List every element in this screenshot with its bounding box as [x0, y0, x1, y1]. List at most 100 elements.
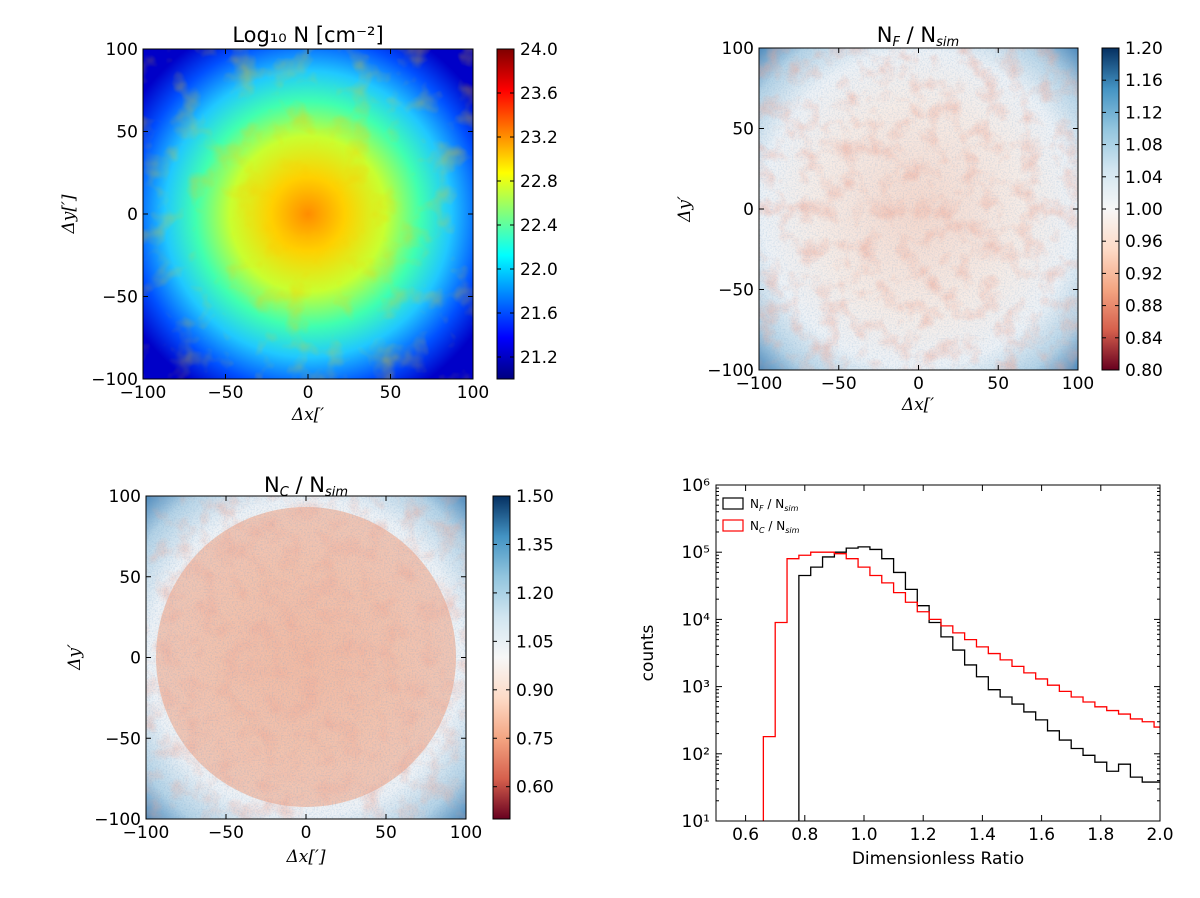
ytick-label: 0 [130, 649, 141, 669]
legend-label-nf: NF / Nsim [750, 497, 799, 513]
ytick-label: −100 [91, 370, 138, 390]
panel-nc-ratio: NC / Nsim Δx[′] Δy′ −100 −50 0 50 100 −100 −50… [65, 473, 554, 867]
colorbar-tick-label: 0.92 [1125, 264, 1163, 284]
legend-swatch-nf [722, 497, 744, 510]
colorbar-tick-label: 1.16 [1125, 71, 1163, 91]
colorbar-tick-label: 1.04 [1125, 168, 1163, 188]
colorbar-tick-label: 0.90 [516, 681, 554, 701]
heatmap-c-xlabel: Δx[′] [286, 847, 326, 867]
heatmap-a-texture [143, 49, 473, 379]
panel-histogram: 0.6 0.8 1.0 1.2 1.4 1.6 1.8 2.0 10¹ 10² 10³ 10⁴ 10⁵ 1… [638, 476, 1174, 869]
hist-ytick-label: 10⁵ [682, 543, 710, 563]
heatmap-a-ylabel: Δy[′] [59, 194, 79, 234]
xtick-label: 100 [457, 383, 489, 403]
histogram-series-nc [762, 551, 1160, 821]
xtick-label: 100 [1062, 374, 1094, 394]
colorbar-tick-label: 0.80 [1125, 361, 1163, 381]
colorbar-tick-label: 0.96 [1125, 232, 1163, 252]
colorbar-tick-label: 1.50 [516, 487, 554, 507]
colorbar-tick-label: 23.6 [520, 84, 558, 104]
colorbar-tick-label: 22.0 [520, 260, 558, 280]
xtick-label: −100 [736, 374, 783, 394]
legend-label-nc: NC / Nsim [750, 519, 800, 535]
xtick-label: 50 [987, 374, 1009, 394]
heatmap-c-title: NC / Nsim [264, 473, 348, 500]
colorbar-tick-label: 1.20 [1125, 39, 1163, 59]
heatmap-a-ticks: −100 −50 0 50 100 −100 −50 0 50 100 [91, 40, 489, 403]
heatmap-b-xlabel: Δx[′ [901, 395, 934, 415]
colorbar-tick-label: 1.35 [516, 535, 554, 555]
hist-xtick-label: 0.8 [791, 825, 818, 845]
heatmap-c-ylabel: Δy′ [65, 644, 85, 671]
colorbar-tick-label: 0.75 [516, 729, 554, 749]
ytick-label: 0 [127, 205, 138, 225]
ytick-label: −100 [94, 810, 141, 830]
colorbar-tick-label: 0.84 [1125, 329, 1163, 349]
colorbar-tick-label: 22.8 [520, 172, 558, 192]
ytick-label: 50 [119, 568, 141, 588]
colorbar-tick-label: 23.2 [520, 128, 558, 148]
xtick-label: 0 [303, 383, 314, 403]
colorbar-b-ticks: 0.80 0.84 0.88 0.92 0.96 1.00 1.04 1.08 1.12 1.16… [1102, 39, 1163, 381]
colorbar-tick-label: 1.12 [1125, 103, 1163, 123]
colorbar-tick-label: 21.6 [520, 304, 558, 324]
heatmap-b-blue-noise [759, 48, 1078, 370]
heatmap-b-title: NF / Nsim [877, 23, 959, 50]
xtick-label: 0 [301, 823, 312, 843]
heatmap-c-blue-noise [146, 496, 466, 819]
hist-xtick-label: 1.8 [1087, 825, 1114, 845]
hist-xtick-label: 1.6 [1028, 825, 1055, 845]
colorbar-c [492, 495, 511, 820]
hist-ytick-label: 10³ [682, 678, 710, 698]
ytick-label: −50 [718, 281, 754, 301]
ytick-label: 50 [116, 123, 138, 143]
legend-swatch-nc [722, 519, 744, 532]
hist-xtick-label: 0.6 [732, 825, 759, 845]
xtick-label: −50 [821, 374, 857, 394]
colorbar-a-ticks: 21.2 21.6 22.0 22.4 22.8 23.2 23.6 24.0 [497, 40, 558, 368]
colorbar-tick-label: 0.60 [516, 778, 554, 798]
hist-xtick-label: 2.0 [1146, 825, 1173, 845]
heatmap-c-ticks: −100 −50 0 50 100 −100 −50 0 50 100 [94, 487, 482, 843]
ytick-label: 100 [106, 40, 138, 60]
xtick-label: 100 [450, 823, 482, 843]
histogram-series-nf [798, 546, 1160, 821]
histogram-legend: NF / Nsim NC / Nsim [722, 497, 800, 535]
ytick-label: 100 [722, 39, 754, 59]
histogram-xlabel: Dimensionless Ratio [852, 849, 1024, 869]
colorbar-tick-label: 1.08 [1125, 136, 1163, 156]
colorbar-tick-label: 21.2 [520, 348, 558, 368]
histogram-ticks: 0.6 0.8 1.0 1.2 1.4 1.6 1.8 2.0 10¹ 10² 10³ 10⁴ 10⁵ 1… [682, 476, 1174, 845]
hist-ytick-label: 10⁶ [682, 476, 711, 496]
colorbar-tick-label: 22.4 [520, 216, 558, 236]
histogram-ylabel: counts [638, 624, 658, 681]
heatmap-a-xlabel: Δx[′ [291, 405, 324, 425]
colorbar-tick-label: 24.0 [520, 40, 558, 60]
xtick-label: 50 [375, 823, 397, 843]
heatmap-b-ticks: −100 −50 0 50 100 −100 −50 0 50 100 [707, 39, 1094, 394]
xtick-label: −100 [120, 383, 167, 403]
xtick-label: −50 [208, 823, 244, 843]
panel-nf-ratio: NF / Nsim Δx[′ Δy′ −100 −50 0 50 100 −100 −50 0… [675, 23, 1163, 415]
xtick-label: 0 [913, 374, 924, 394]
xtick-label: 50 [380, 383, 402, 403]
hist-xtick-label: 1.4 [969, 825, 996, 845]
hist-xtick-label: 1.0 [850, 825, 877, 845]
xtick-label: −50 [208, 383, 244, 403]
heatmap-b-ylabel: Δy′ [675, 196, 695, 223]
hist-ytick-label: 10² [682, 745, 710, 765]
panel-log-column-density: Log₁₀ N [cm⁻²] Δx[′ Δy[′] −100 −50 0 50 100 −… [59, 23, 558, 425]
ytick-label: −50 [105, 729, 141, 749]
ytick-label: 50 [732, 120, 754, 140]
hist-xtick-label: 1.2 [910, 825, 937, 845]
colorbar-tick-label: 1.00 [1125, 200, 1163, 220]
hist-ytick-label: 10⁴ [682, 610, 711, 630]
hist-ytick-label: 10¹ [682, 812, 710, 832]
colorbar-c-ticks: 0.60 0.75 0.90 1.05 1.20 1.35 1.50 [493, 487, 554, 798]
ytick-label: −100 [707, 361, 754, 381]
colorbar-tick-label: 0.88 [1125, 297, 1163, 317]
colorbar-a [496, 48, 515, 380]
ytick-label: 0 [743, 200, 754, 220]
heatmap-a-title: Log₁₀ N [cm⁻²] [232, 23, 383, 47]
